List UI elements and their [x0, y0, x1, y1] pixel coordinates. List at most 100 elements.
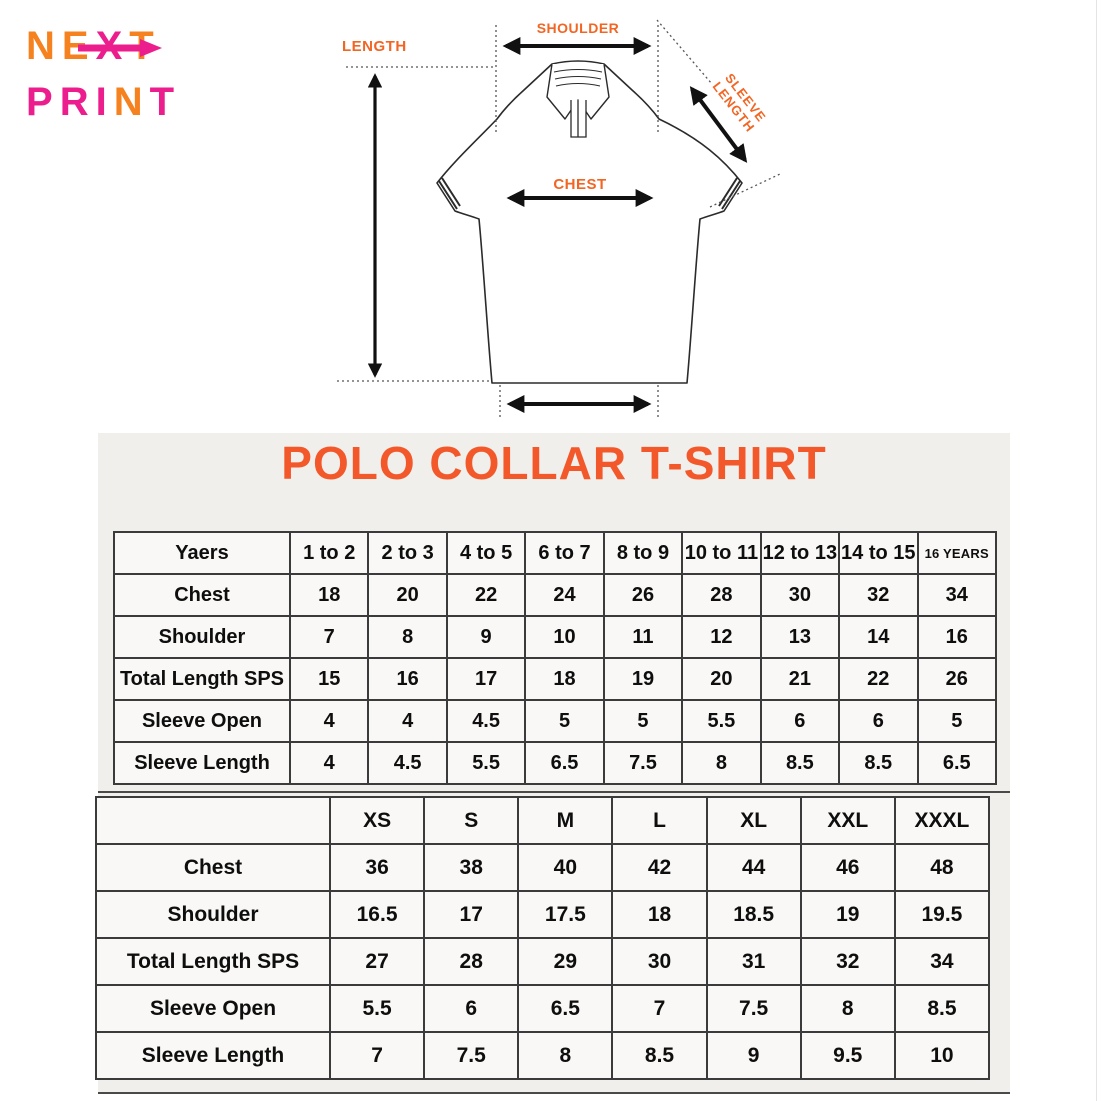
- table-cell: 36: [328, 843, 426, 892]
- table-cell: 5: [916, 699, 997, 743]
- column-header: Yaers: [113, 531, 291, 575]
- table-cell: 8.5: [611, 1031, 708, 1080]
- table-cell: 4: [367, 699, 448, 743]
- table-cell: 10: [893, 1031, 991, 1080]
- table-cell: 16: [367, 657, 448, 701]
- table-cell: 22: [838, 657, 919, 701]
- table-cell: 8: [367, 615, 448, 659]
- column-header: 1 to 2: [288, 531, 370, 575]
- column-header: 4 to 5: [445, 531, 527, 575]
- table-row: Shoulder 16.5 17 17.5 18 18.5 19 19.5: [95, 890, 991, 939]
- table-divider: [98, 791, 1010, 793]
- brand-logo-line2: PRINT: [26, 82, 181, 122]
- row-label: Sleeve Length: [95, 1031, 331, 1080]
- table-cell: 7: [328, 1031, 426, 1080]
- logo-letter: P: [26, 80, 60, 124]
- table-cell: 28: [423, 937, 520, 986]
- column-header: XXXL: [893, 796, 991, 845]
- table-cell: 20: [681, 657, 762, 701]
- arrow-icon: [78, 39, 162, 57]
- table-cell: 24: [524, 573, 605, 617]
- shirt-outline: [436, 60, 743, 384]
- table-cell: 7.5: [602, 741, 684, 785]
- table-cell: 21: [759, 657, 841, 701]
- dotted-guides: [337, 19, 781, 420]
- table-cell: 26: [916, 657, 997, 701]
- row-label: Sleeve Open: [113, 699, 291, 743]
- table-cell: 32: [799, 937, 896, 986]
- left-cuff-stripes: [438, 177, 461, 210]
- table-cell: 8: [799, 984, 896, 1033]
- table-cell: 26: [602, 573, 684, 617]
- table-cell: 32: [838, 573, 919, 617]
- table-cell: 19: [799, 890, 896, 939]
- table-cell: 27: [328, 937, 426, 986]
- column-header: M: [517, 796, 614, 845]
- table-cell: 6: [759, 699, 841, 743]
- column-header: XS: [328, 796, 426, 845]
- table-cell: 5: [524, 699, 605, 743]
- table-row: Total Length SPS 15 16 17 18 19 20 21 22 26: [113, 657, 997, 701]
- table-cell: 7: [288, 615, 370, 659]
- table-row: Shoulder 7 8 9 10 11 12 13 14 16: [113, 615, 997, 659]
- table-cell: 5.5: [681, 699, 762, 743]
- table-cell: 6.5: [524, 741, 605, 785]
- row-label: Shoulder: [95, 890, 331, 939]
- logo-letter: T: [149, 80, 182, 124]
- column-header: 16 YEARS: [916, 531, 997, 575]
- table-cell: 17: [423, 890, 520, 939]
- row-label: Total Length SPS: [95, 937, 331, 986]
- column-header: XXL: [799, 796, 896, 845]
- column-header: 12 to 13: [759, 531, 841, 575]
- logo-letter: N: [113, 80, 150, 124]
- table-cell: 16.5: [328, 890, 426, 939]
- table-cell: 5: [602, 699, 684, 743]
- table-row: Sleeve Length 7 7.5 8 8.5 9 9.5 10: [95, 1031, 991, 1080]
- table-cell: 34: [916, 573, 997, 617]
- table-row: Sleeve Open 5.5 6 6.5 7 7.5 8 8.5: [95, 984, 991, 1033]
- measurement-arrows: [367, 37, 748, 413]
- table-cell: 34: [893, 937, 991, 986]
- table-cell: 46: [799, 843, 896, 892]
- chest-label: CHEST: [553, 176, 607, 193]
- table-cell: 17: [445, 657, 527, 701]
- collar-band-lines: [553, 68, 603, 87]
- row-label: Chest: [113, 573, 291, 617]
- table-cell: 20: [367, 573, 448, 617]
- table-cell: 30: [759, 573, 841, 617]
- brand-logo-line1: NEXT: [26, 26, 181, 66]
- table-cell: 18.5: [705, 890, 802, 939]
- table-cell: 38: [423, 843, 520, 892]
- table-cell: 22: [445, 573, 527, 617]
- table-cell: 4.5: [445, 699, 527, 743]
- header-row: XS S M L XL XXL XXXL: [95, 796, 991, 845]
- table-cell: 18: [524, 657, 605, 701]
- table-cell: 15: [288, 657, 370, 701]
- column-header: 2 to 3: [367, 531, 448, 575]
- table-cell: 16: [916, 615, 997, 659]
- table-cell: 7: [611, 984, 708, 1033]
- row-label: Chest: [95, 843, 331, 892]
- table-cell: 10: [524, 615, 605, 659]
- table-cell: 4.5: [367, 741, 448, 785]
- logo-letter: R: [59, 80, 96, 124]
- row-label: Sleeve Open: [95, 984, 331, 1033]
- table-cell: 7.5: [705, 984, 802, 1033]
- table-cell: 29: [517, 937, 614, 986]
- length-label: LENGTH: [342, 38, 407, 55]
- logo-letter: N: [26, 24, 62, 68]
- table-cell: 9.5: [799, 1031, 896, 1080]
- table-cell: 42: [611, 843, 708, 892]
- column-header: XL: [705, 796, 802, 845]
- table-cell: 8.5: [838, 741, 919, 785]
- table-cell: 4: [288, 741, 370, 785]
- table-cell: 5.5: [328, 984, 426, 1033]
- table-row: Chest 36 38 40 42 44 46 48: [95, 843, 991, 892]
- table-cell: 6.5: [517, 984, 614, 1033]
- table-cell: 31: [705, 937, 802, 986]
- table-cell: 44: [705, 843, 802, 892]
- column-header: S: [423, 796, 520, 845]
